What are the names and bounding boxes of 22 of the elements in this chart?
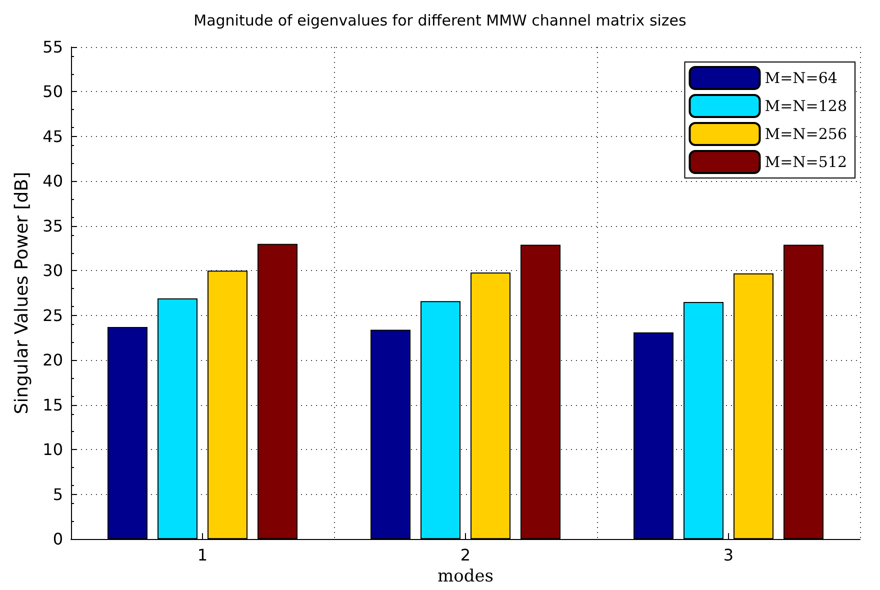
legend-label: M=N=256 (764, 125, 848, 143)
y-tick-label: 30 (42, 261, 63, 280)
legend-label: M=N=512 (764, 153, 848, 171)
x-tick-label: 3 (723, 546, 734, 565)
legend-label: M=N=64 (764, 69, 838, 87)
y-tick-label: 0 (52, 530, 63, 549)
chart-title: Magnitude of eigenvalues for different MMW channel matrix sizes (194, 12, 687, 30)
y-tick-label: 35 (42, 216, 63, 236)
legend-label: M=N=128 (764, 97, 848, 115)
y-tick-label: 25 (42, 306, 63, 325)
x-tick-label: 1 (197, 546, 208, 565)
y-tick-label: 15 (42, 395, 63, 414)
y-tick-label: 45 (42, 126, 63, 146)
y-tick-label: 20 (42, 350, 63, 370)
y-tick-label: 5 (52, 484, 63, 504)
x-axis-title: modes (437, 566, 494, 586)
y-axis-title: Singular Values Power [dB] (12, 172, 32, 414)
y-tick-label: 10 (42, 440, 63, 460)
x-tick-label: 2 (460, 546, 471, 565)
y-tick-label: 55 (42, 38, 63, 56)
y-tick-label: 50 (42, 82, 63, 102)
y-tick-label: 40 (42, 172, 63, 191)
